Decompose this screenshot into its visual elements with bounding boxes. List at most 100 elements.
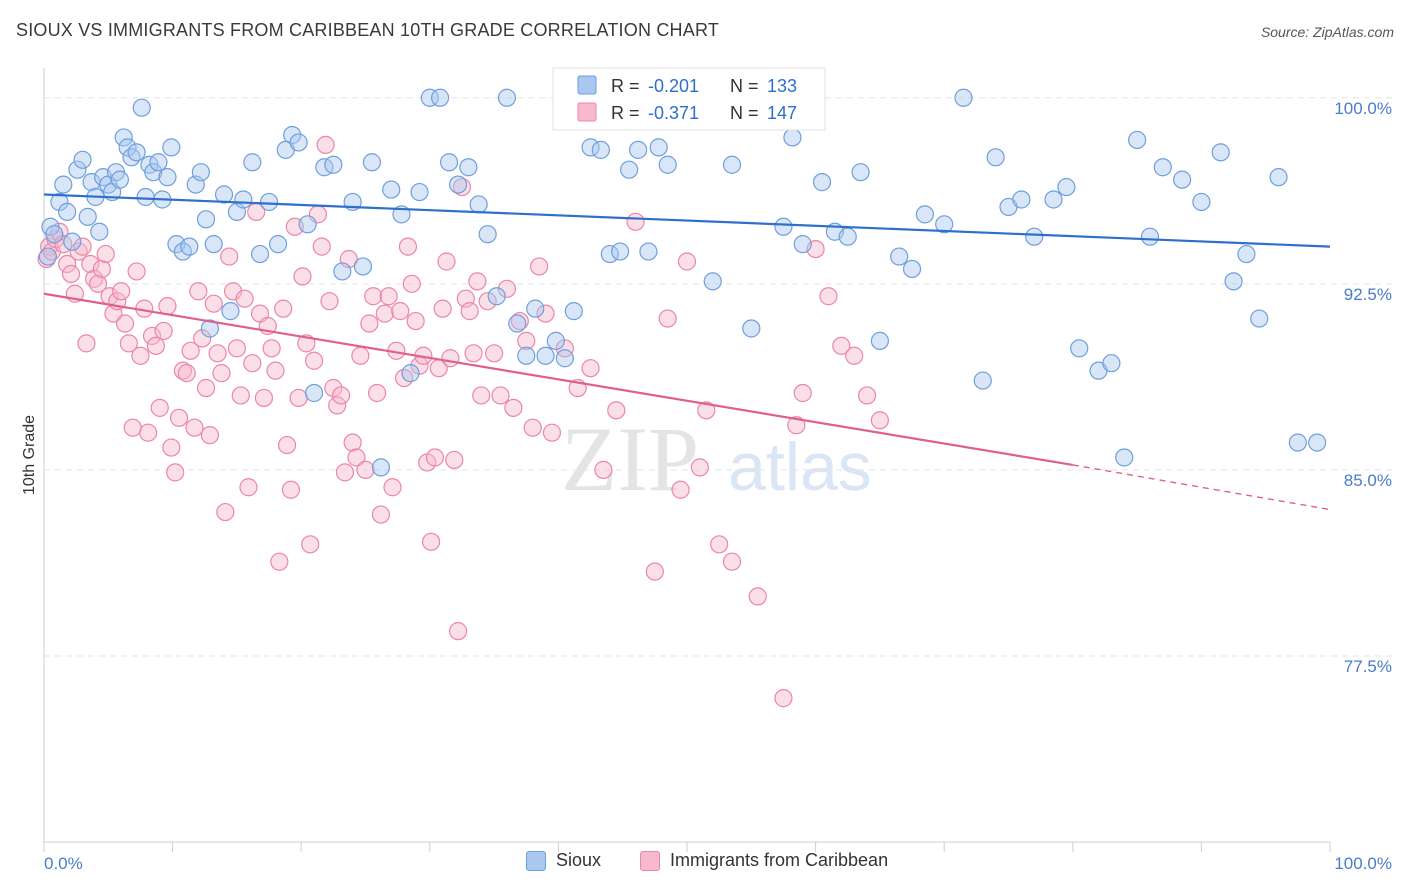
caribbean-point (270, 552, 289, 571)
caribbean-point (645, 562, 664, 581)
sioux-point (110, 170, 129, 189)
sioux-point (304, 383, 324, 403)
caribbean-point (445, 450, 464, 470)
sioux-point (122, 148, 141, 167)
sioux-point (63, 232, 82, 251)
sioux-point (353, 257, 373, 276)
x-tick-label-0: 0.0% (44, 854, 83, 873)
caribbean-point (243, 354, 262, 373)
sioux-point (722, 155, 742, 174)
caribbean-point (448, 622, 468, 641)
caribbean-point (208, 344, 227, 363)
sioux-point (221, 302, 240, 321)
sioux-point (430, 88, 450, 107)
caribbean-point (227, 339, 246, 358)
caribbean-point (398, 237, 418, 256)
sioux-point (132, 98, 151, 117)
sioux-point (382, 180, 401, 199)
caribbean-point (464, 344, 483, 363)
caribbean-point (356, 460, 375, 479)
sioux-point (851, 163, 870, 182)
caribbean-point (722, 552, 742, 571)
sioux-point (298, 215, 317, 234)
caribbean-point (181, 341, 200, 360)
caribbean-point (379, 287, 398, 306)
caribbean-point (406, 311, 425, 331)
sioux-point (1224, 272, 1243, 291)
caribbean-point (523, 418, 542, 437)
sioux-point (517, 346, 536, 365)
y-axis-label: 10th Grade (21, 415, 38, 495)
sioux-point (196, 210, 216, 229)
caribbean-point (517, 331, 536, 350)
caribbean-point (383, 478, 402, 497)
sioux-point (649, 138, 668, 157)
caribbean-point (166, 463, 185, 482)
caribbean-point (748, 587, 767, 606)
caribbean-point (530, 257, 549, 276)
caribbean-point (92, 259, 111, 279)
sioux-point (68, 160, 87, 179)
sioux-point (214, 185, 234, 204)
caribbean-point (162, 438, 181, 457)
sioux-point (497, 88, 517, 107)
sioux-point (118, 138, 137, 157)
caribbean-point (231, 386, 250, 405)
sioux-point (371, 458, 391, 477)
caribbean-point (301, 535, 320, 554)
caribbean-point (96, 244, 115, 264)
caribbean-point (437, 252, 456, 271)
caribbean-point (441, 349, 460, 368)
caribbean-point (335, 463, 355, 482)
x-axis-ticks (43, 842, 1331, 852)
caribbean-point (542, 423, 562, 442)
caribbean-point (472, 386, 491, 405)
caribbean-point (497, 279, 517, 298)
caribbean-point (81, 254, 100, 274)
caribbean-point (607, 401, 626, 420)
caribbean-point (293, 267, 312, 286)
caribbean-point (220, 247, 239, 266)
caribbean-point (478, 292, 497, 311)
caribbean-point (316, 135, 335, 155)
caribbean-point (536, 304, 555, 323)
caribbean-point (371, 505, 391, 524)
sioux-point (420, 88, 439, 107)
legend-r-label-caribbean: R = (611, 103, 640, 123)
legend-item-sioux: Sioux (526, 850, 601, 871)
caribbean-trend-line (43, 292, 1073, 467)
caribbean-point (277, 435, 297, 455)
caribbean-point (73, 237, 92, 256)
sioux-point (114, 128, 133, 147)
caribbean-point (239, 478, 258, 497)
sioux-point (1115, 448, 1134, 467)
sioux-point (50, 192, 69, 212)
sioux-point (410, 182, 429, 202)
caribbean-point (690, 458, 709, 477)
sioux-point (54, 175, 73, 194)
caribbean-point (142, 326, 162, 346)
legend-swatch-caribbean-bottom (640, 850, 660, 871)
caribbean-point (154, 321, 173, 341)
sioux-point (324, 155, 343, 174)
caribbean-point (331, 386, 351, 405)
sioux-point (935, 215, 954, 234)
caribbean-point (289, 388, 308, 408)
caribbean-point (845, 346, 864, 365)
watermark-atlas: atlas (728, 429, 872, 505)
caribbean-point (391, 302, 410, 321)
sioux-point (870, 331, 890, 350)
sioux-point (1025, 227, 1044, 246)
caribbean-point (421, 532, 441, 551)
caribbean-trend-extension (1072, 464, 1331, 511)
legend-label-caribbean: Immigrants from Caribbean (670, 850, 889, 870)
sioux-point (536, 346, 555, 365)
caribbean-point (262, 339, 281, 358)
sioux-point (333, 262, 352, 281)
caribbean-point (216, 502, 235, 522)
caribbean-point (312, 237, 331, 256)
caribbean-point (510, 311, 529, 331)
caribbean-point (793, 383, 812, 403)
sioux-point (1269, 168, 1288, 187)
